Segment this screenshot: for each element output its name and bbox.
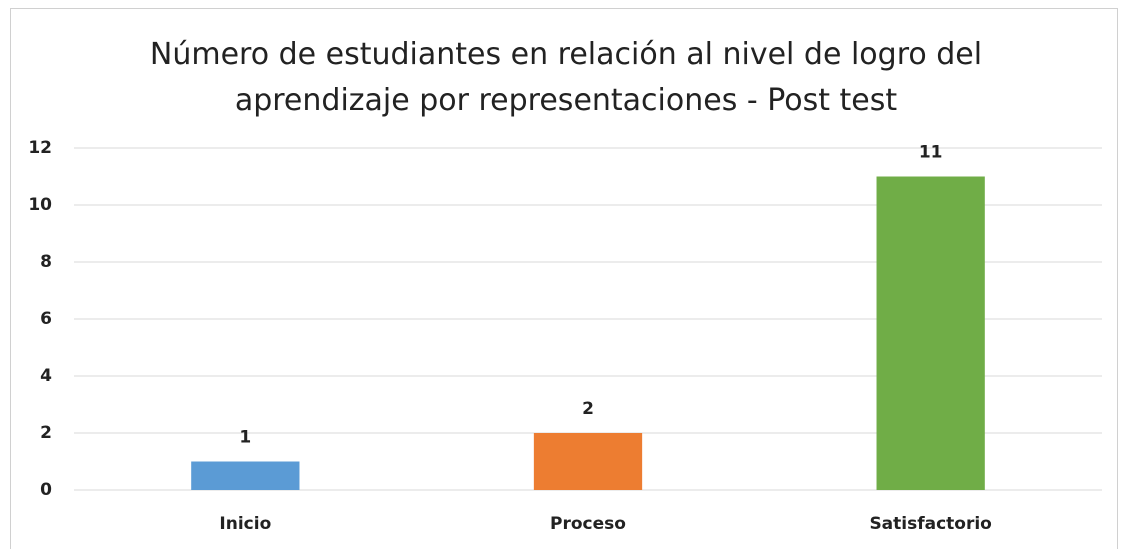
chart-title: Número de estudiantes en relación al niv… <box>149 37 983 118</box>
bar <box>533 433 643 490</box>
y-tick-label: 10 <box>28 195 52 215</box>
data-label: 11 <box>919 143 943 163</box>
y-tick-label: 0 <box>40 480 52 500</box>
chart-frame <box>10 8 1118 549</box>
data-label: 1 <box>239 428 251 448</box>
x-tick-label: Satisfactorio <box>869 514 991 534</box>
y-tick-label: 2 <box>40 423 52 443</box>
y-tick-label: 6 <box>40 309 52 329</box>
y-tick-label: 4 <box>40 366 52 386</box>
bar <box>876 176 985 490</box>
bar <box>191 461 300 490</box>
x-tick-label: Inicio <box>219 514 271 534</box>
x-tick-label: Proceso <box>550 514 626 534</box>
y-tick-label: 12 <box>28 138 52 158</box>
data-label: 2 <box>582 399 594 419</box>
y-tick-label: 8 <box>40 252 52 272</box>
